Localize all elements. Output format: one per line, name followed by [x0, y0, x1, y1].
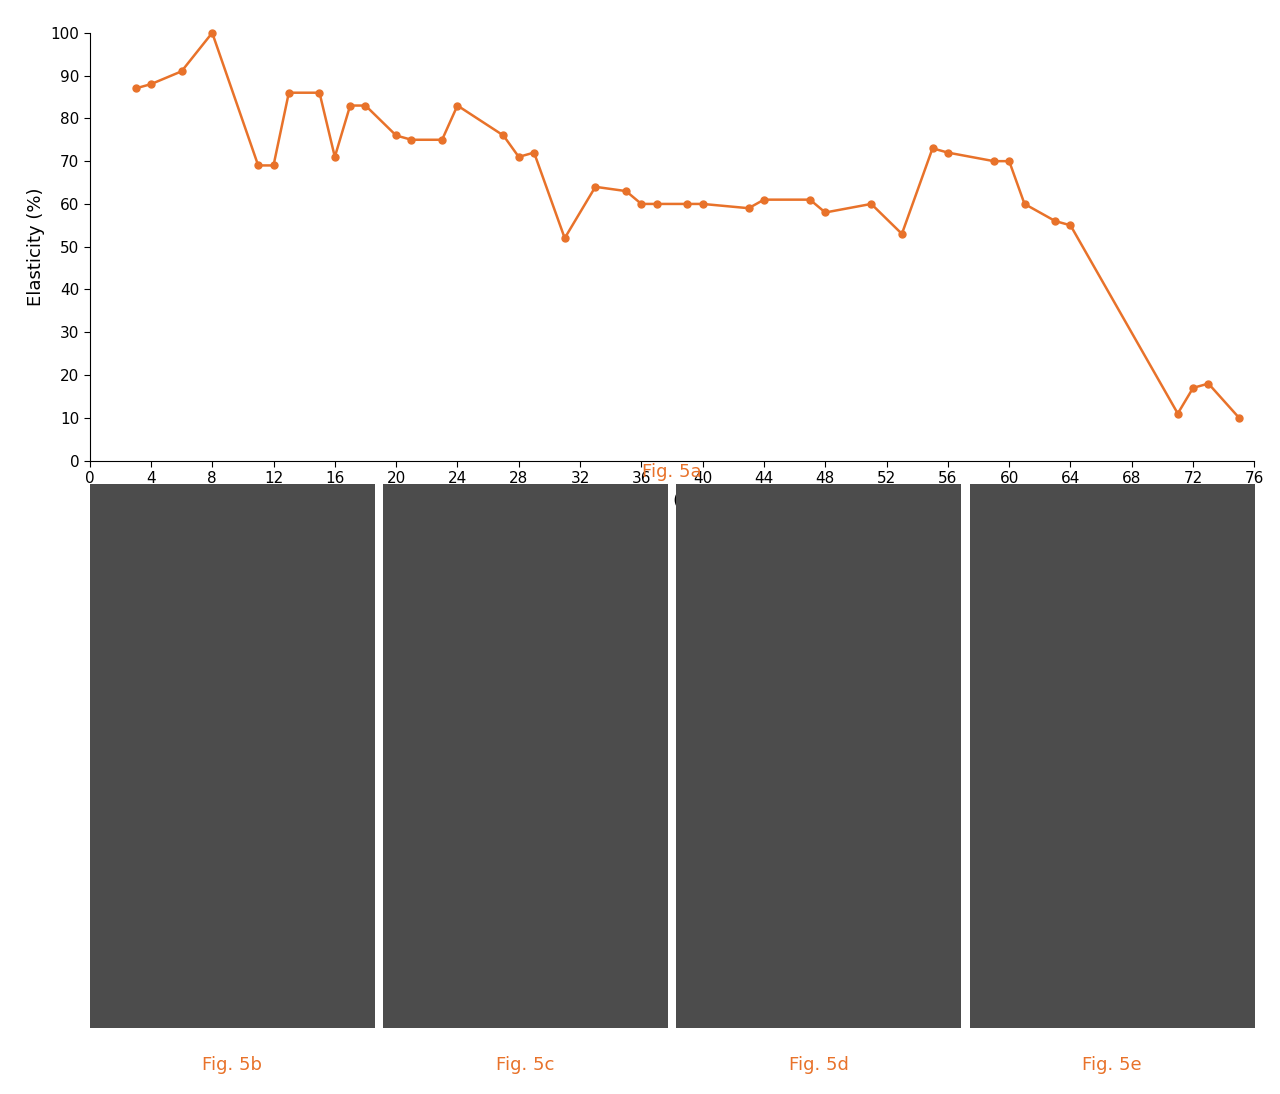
Text: Fig. 5e: Fig. 5e — [1082, 1056, 1142, 1073]
Text: Fig. 5c: Fig. 5c — [497, 1056, 554, 1073]
Text: Fig. 5a: Fig. 5a — [643, 463, 701, 481]
Text: Fig. 5b: Fig. 5b — [202, 1056, 262, 1073]
X-axis label: Time (wks): Time (wks) — [622, 491, 722, 510]
Text: Fig. 5d: Fig. 5d — [788, 1056, 849, 1073]
Y-axis label: Elasticity (%): Elasticity (%) — [27, 187, 45, 306]
